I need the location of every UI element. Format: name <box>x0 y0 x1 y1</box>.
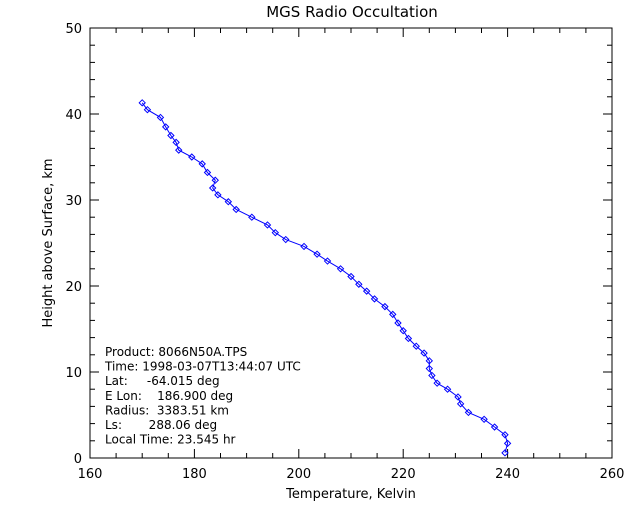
data-point <box>138 99 146 107</box>
y-tick-label: 40 <box>65 108 82 123</box>
data-point <box>172 138 180 147</box>
axis-ticks <box>89 27 613 459</box>
data-point <box>501 449 509 457</box>
data-point <box>362 287 371 295</box>
data-point <box>161 123 170 131</box>
data-point <box>282 235 290 244</box>
data-point <box>456 400 465 408</box>
y-axis-label: Height above Surface, km <box>41 158 56 327</box>
data-point <box>454 393 462 401</box>
data-point <box>433 379 441 387</box>
data-point <box>425 364 434 373</box>
data-point <box>464 408 473 417</box>
data-point <box>208 184 217 192</box>
x-tick-label: 160 <box>78 467 103 482</box>
data-point <box>490 423 499 431</box>
data-point <box>399 327 407 335</box>
chart-title: MGS Radio Occultation <box>266 3 438 21</box>
data-point <box>370 295 379 303</box>
data-point <box>313 250 321 258</box>
temperature-profile-line <box>141 102 509 453</box>
data-point <box>248 213 256 221</box>
data-point <box>420 349 428 357</box>
data-point <box>501 431 509 439</box>
y-tick-label: 10 <box>65 366 82 381</box>
data-point <box>389 310 397 319</box>
data-point <box>480 415 488 424</box>
info-line: Local Time: 23.545 hr <box>105 433 236 447</box>
info-line: Radius: 3383.51 km <box>105 403 229 417</box>
axis-tick-labels: 160 180 200 220 240 260 0 10 20 30 40 50 <box>65 22 624 482</box>
data-point <box>232 205 240 214</box>
data-point <box>188 153 196 161</box>
data-point <box>404 334 413 343</box>
data-point <box>355 280 363 288</box>
x-tick-label: 240 <box>495 467 520 482</box>
x-tick-label: 260 <box>600 467 625 482</box>
data-point <box>175 146 183 154</box>
data-point <box>211 176 219 184</box>
data-point <box>394 319 402 327</box>
data-point <box>198 160 206 168</box>
data-point <box>263 221 272 229</box>
data-point <box>224 198 233 206</box>
data-point <box>381 302 389 311</box>
data-point <box>412 342 420 350</box>
y-tick-label: 20 <box>65 280 82 295</box>
y-tick-label: 30 <box>65 194 82 209</box>
info-line: Ls: 288.06 deg <box>105 418 217 432</box>
data-point <box>443 385 452 393</box>
data-point <box>203 168 212 177</box>
x-tick-label: 200 <box>286 467 311 482</box>
data-point <box>503 439 512 448</box>
info-line: E Lon: 186.900 deg <box>105 389 233 403</box>
info-line: Time: 1998-03-07T13:44:07 UTC <box>104 360 301 374</box>
y-tick-label: 0 <box>74 452 82 467</box>
data-point <box>214 191 222 199</box>
y-tick-label: 50 <box>65 22 82 37</box>
data-point <box>347 272 355 281</box>
x-tick-label: 180 <box>182 467 207 482</box>
info-line: Lat: -64.015 deg <box>105 374 220 388</box>
x-tick-label: 220 <box>391 467 416 482</box>
data-point-markers <box>138 99 512 457</box>
data-point <box>167 131 175 140</box>
data-point <box>156 113 165 122</box>
data-point <box>323 257 332 265</box>
x-axis-label: Temperature, Kelvin <box>285 487 416 502</box>
data-point <box>300 242 308 251</box>
data-point <box>271 228 280 237</box>
data-point <box>143 105 152 114</box>
data-point <box>428 371 436 380</box>
data-point <box>425 357 434 365</box>
info-line: Product: 8066N50A.TPS <box>105 345 247 359</box>
data-point <box>336 265 345 273</box>
